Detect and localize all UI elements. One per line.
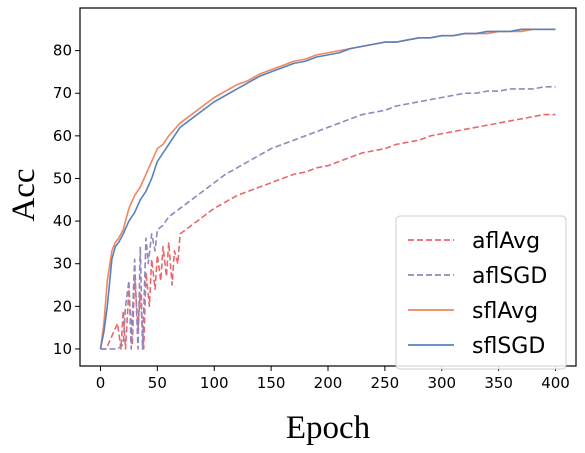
legend-label-aflAvg: aflAvg <box>472 229 540 254</box>
y-tick-label: 70 <box>53 84 72 102</box>
x-axis-label: Epoch <box>286 410 371 446</box>
y-tick-label: 20 <box>53 297 72 315</box>
y-tick-label: 30 <box>53 255 72 273</box>
legend-box <box>395 215 567 370</box>
x-tick-label: 250 <box>371 374 400 392</box>
legend: aflAvg aflSGD sflAvg sflSGD <box>395 215 567 370</box>
x-axis: 0 50 100 150 200 250 300 350 400 <box>96 366 570 392</box>
y-tick-label: 50 <box>53 169 72 187</box>
y-axis-label: Acc <box>6 168 42 221</box>
x-tick-label: 350 <box>484 374 513 392</box>
series-line-aflSGD <box>100 86 556 350</box>
series-line-sflSGD <box>99 28 556 350</box>
x-tick-label: 300 <box>427 374 456 392</box>
legend-label-sflAvg: sflAvg <box>472 299 538 324</box>
series-layer <box>99 28 556 350</box>
legend-label-aflSGD: aflSGD <box>472 264 547 289</box>
y-tick-label: 80 <box>53 42 72 60</box>
x-tick-label: 200 <box>314 374 343 392</box>
legend-label-sflSGD: sflSGD <box>472 334 545 359</box>
y-axis: 10 20 30 40 50 60 70 80 <box>53 42 80 358</box>
x-tick-label: 50 <box>148 374 167 392</box>
x-tick-label: 150 <box>257 374 286 392</box>
y-tick-label: 60 <box>53 127 72 145</box>
x-tick-label: 0 <box>96 374 106 392</box>
x-tick-label: 400 <box>541 374 570 392</box>
x-tick-label: 100 <box>200 374 229 392</box>
y-tick-label: 10 <box>53 340 72 358</box>
y-tick-label: 40 <box>53 212 72 230</box>
